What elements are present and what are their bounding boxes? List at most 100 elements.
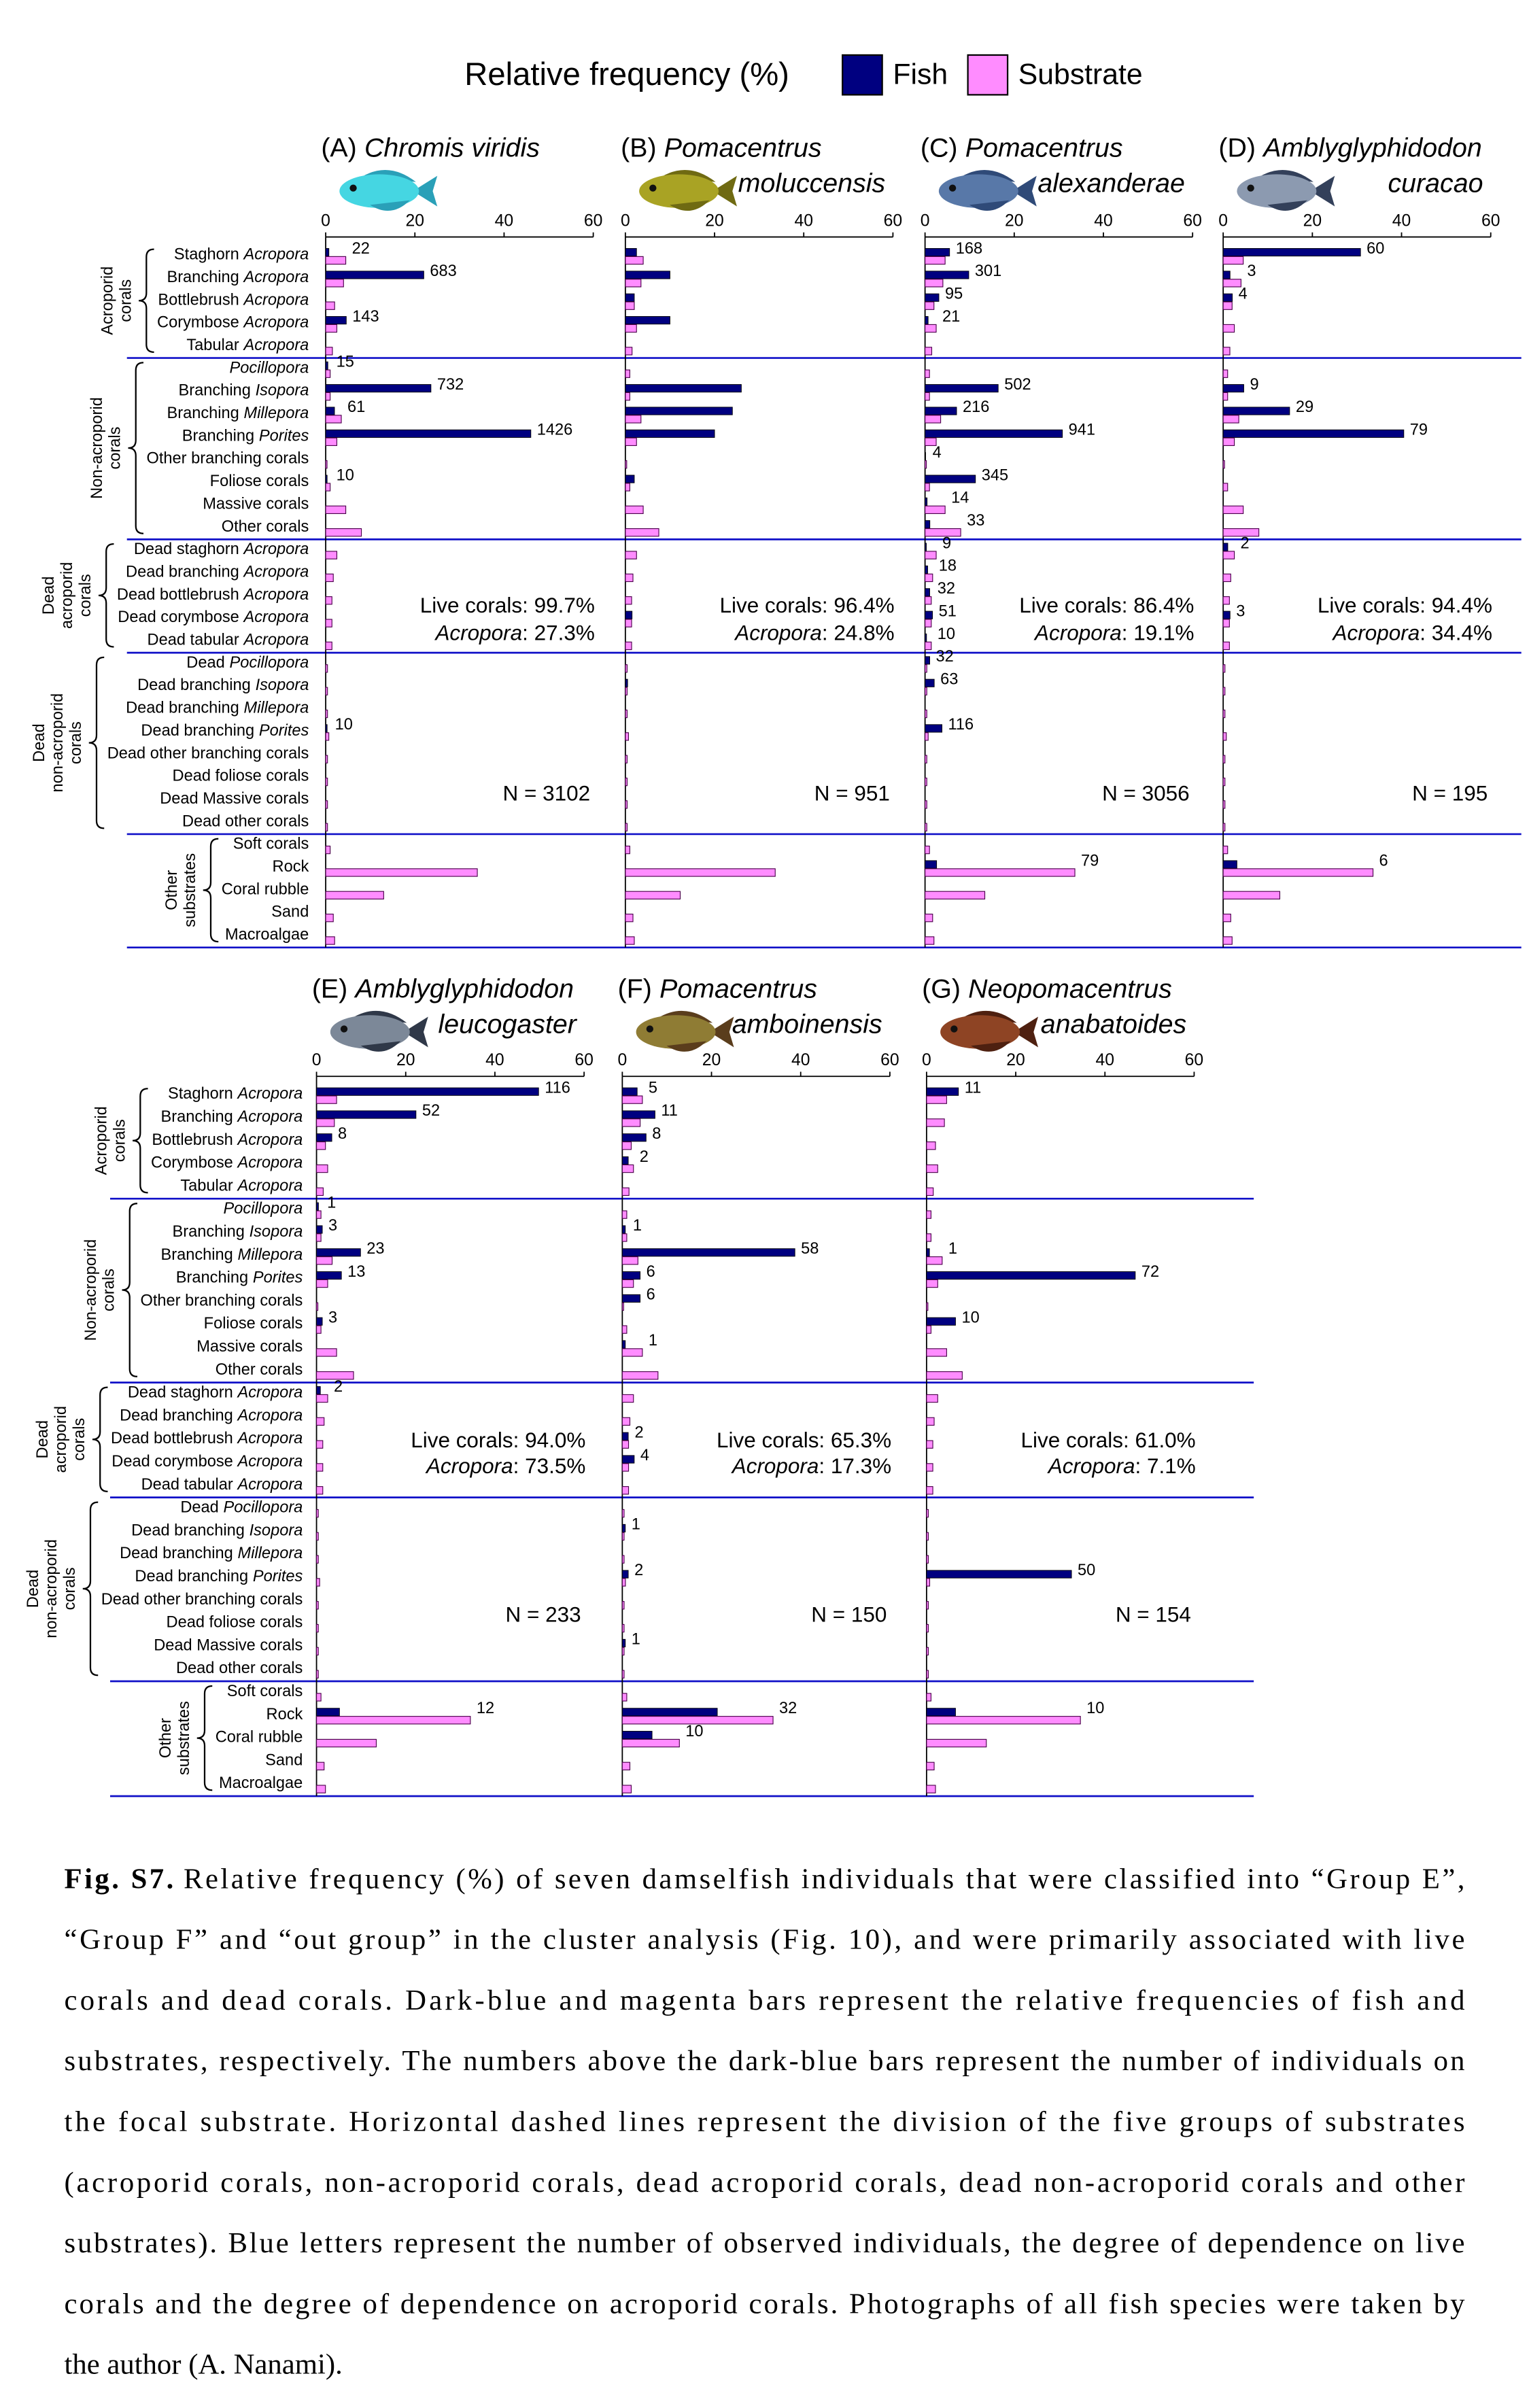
substrate-bar <box>316 1463 324 1472</box>
count-label: 29 <box>1296 398 1313 416</box>
category-label: Other corals <box>222 518 309 536</box>
substrate-bar <box>925 641 932 651</box>
fish-bar <box>925 271 969 279</box>
substrate-bar <box>625 369 630 378</box>
sample-size: N = 195 <box>1412 782 1488 806</box>
fish-body <box>330 1015 410 1049</box>
count-label: 60 <box>1367 240 1384 258</box>
group-label: Dead <box>31 723 48 761</box>
x-tick-label: 40 <box>794 212 813 230</box>
x-tick-label: 0 <box>312 1051 322 1069</box>
fish-bar <box>1222 429 1405 438</box>
group-label: corals <box>71 1418 88 1461</box>
count-label: 502 <box>1004 376 1031 394</box>
category-text: Tabular <box>186 337 239 354</box>
substrate-bar <box>1222 256 1244 265</box>
substrate-bar <box>325 415 342 424</box>
fish-bar <box>325 475 328 483</box>
category-text: Staghorn <box>174 246 239 264</box>
substrate-bar <box>325 324 338 333</box>
category-label: Dead branching Porites <box>141 722 309 740</box>
category-text: Corymbose <box>157 314 239 332</box>
substrate-bar <box>1222 392 1229 401</box>
substrate-bar <box>1222 347 1231 356</box>
category-genus: Acropora <box>237 1131 303 1149</box>
count-label: 15 <box>337 354 354 371</box>
species-name: alexanderae <box>1037 169 1185 199</box>
category-text: Dead branching <box>137 676 251 694</box>
fish-bar <box>925 316 929 325</box>
category-label: Dead branching Acropora <box>126 564 309 581</box>
fish-bar <box>925 429 1063 438</box>
group-brace <box>203 838 219 943</box>
category-text: Branching <box>182 428 254 445</box>
group-brace <box>98 543 114 648</box>
category-text: Dead staghorn <box>128 1384 233 1402</box>
fish-eye <box>649 184 657 192</box>
category-genus: Acropora <box>237 1453 303 1470</box>
count-label: 732 <box>437 376 464 394</box>
fish-bar <box>621 1570 629 1579</box>
category-text: Dead branching <box>141 722 254 740</box>
fish-bar <box>1222 543 1229 551</box>
category-label: Bottlebrush Acropora <box>152 1131 303 1149</box>
substrate-bar <box>1222 755 1226 763</box>
category-label: Soft corals <box>233 836 309 853</box>
category-label: Sand <box>271 904 309 921</box>
caption-line: Fig. S7. Relative frequency (%) of seven … <box>65 1863 1465 1895</box>
fish-bar <box>1222 407 1290 415</box>
substrate-bar <box>1222 505 1244 515</box>
category-label: Branching Acropora <box>160 1108 303 1126</box>
substrate-bar <box>926 1486 933 1495</box>
fish-bar <box>316 1271 342 1280</box>
count-label: 21 <box>942 308 960 326</box>
substrate-bar <box>925 800 927 809</box>
caption-text: Relative frequency (%) of seven damselfi… <box>184 1863 1464 1895</box>
count-label: 3 <box>1236 602 1245 620</box>
fish-bar <box>625 407 733 415</box>
count-label: 168 <box>956 240 982 258</box>
substrate-bar <box>926 1417 935 1426</box>
count-label: 4 <box>1239 286 1248 303</box>
category-label: Massive corals <box>196 1338 303 1356</box>
substrate-bar <box>925 732 929 741</box>
fish-bar <box>316 1708 340 1717</box>
fish-photo <box>1237 169 1335 211</box>
substrate-bar <box>621 1670 625 1679</box>
substrate-bar <box>926 1210 932 1219</box>
fish-bar <box>1222 247 1361 257</box>
count-label: 9 <box>1250 376 1258 394</box>
group-label: Other <box>157 1718 175 1758</box>
count-label: 2 <box>634 1562 643 1579</box>
substrate-bar <box>325 619 332 627</box>
category-genus: Millepora <box>244 700 309 717</box>
caption-text: the author (A. Nanami). <box>65 2349 343 2381</box>
category-label: Dead branching Millepora <box>126 700 309 717</box>
group-label: substrates <box>182 853 199 927</box>
substrate-bar <box>316 1302 319 1311</box>
category-text: Macroalgae <box>219 1774 303 1792</box>
fish-fin <box>1267 200 1307 211</box>
fish-bar <box>621 1133 647 1142</box>
category-text: Dead tabular <box>148 632 239 649</box>
category-text: Dead Massive corals <box>160 790 309 808</box>
fish-fin <box>360 1041 401 1052</box>
substrate-bar <box>325 732 330 741</box>
substrate-bar <box>621 1532 625 1541</box>
category-genus: Millepora <box>238 1545 303 1562</box>
fish-eye <box>1247 184 1254 192</box>
x-tick-label: 40 <box>791 1051 810 1069</box>
category-label: Dead tabular Acropora <box>148 632 309 649</box>
fish-bar <box>925 565 928 574</box>
substrate-bar <box>316 1417 325 1426</box>
substrate-bar <box>621 1716 774 1725</box>
substrate-bar <box>925 777 927 787</box>
fish-bar <box>625 293 635 302</box>
category-label: Corymbose Acropora <box>151 1154 303 1172</box>
fish-bar <box>925 588 930 597</box>
caption-text: (acroporid corals, non-acroporid corals,… <box>65 2167 1465 2199</box>
x-tick-label: 40 <box>1094 212 1113 230</box>
substrate-bar <box>926 1670 929 1679</box>
category-text: Dead other branching corals <box>101 1591 303 1609</box>
substrate-bar <box>316 1532 319 1541</box>
